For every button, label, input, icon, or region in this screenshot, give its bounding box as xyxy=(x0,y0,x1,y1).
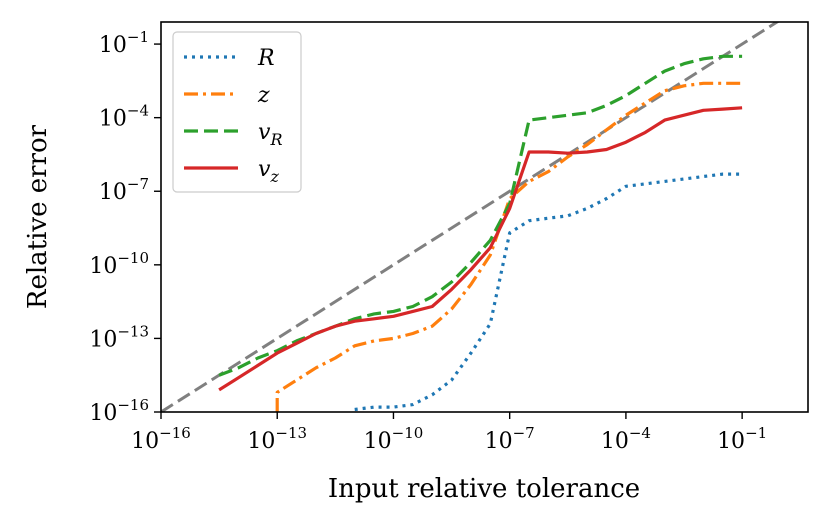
x-tick-label-base: 10 xyxy=(485,429,513,454)
legend: Rz vR vz xyxy=(172,31,302,193)
y-tick-label-exponent: −7 xyxy=(127,175,149,193)
x-tick-label: 10−13 xyxy=(247,424,307,454)
legend-label-v-z: vz xyxy=(258,157,279,186)
x-tick-label-exponent: −13 xyxy=(275,424,307,442)
y-tick-label: 10−7 xyxy=(99,175,149,205)
x-tick-label-exponent: −1 xyxy=(745,424,767,442)
y-tick-label: 10−16 xyxy=(89,396,149,426)
x-tick-label-base: 10 xyxy=(247,429,275,454)
y-tick-label-exponent: −10 xyxy=(117,249,149,267)
y-tick-label: 10−4 xyxy=(99,102,149,132)
y-tick-label-base: 10 xyxy=(99,107,127,132)
legend-label-z: z xyxy=(257,83,270,108)
legend-box xyxy=(172,31,302,193)
series-line-v-r xyxy=(218,54,743,377)
y-tick-label-exponent: −16 xyxy=(117,396,149,414)
y-tick-label-base: 10 xyxy=(99,180,127,205)
x-tick-label-exponent: −4 xyxy=(629,424,651,442)
x-tick-label-base: 10 xyxy=(717,429,745,454)
y-tick-label-exponent: −4 xyxy=(127,102,149,120)
series-line-r xyxy=(354,172,743,412)
x-axis-title: Input relative tolerance xyxy=(328,474,640,504)
y-tick-label-base: 10 xyxy=(99,33,127,58)
y-tick-label: 10−10 xyxy=(89,249,149,279)
x-tick-label-base: 10 xyxy=(601,429,629,454)
plot-frame xyxy=(160,21,809,413)
y-tick-label-base: 10 xyxy=(89,401,117,426)
series-line-v-z xyxy=(218,106,743,392)
x-tick-label-exponent: −16 xyxy=(159,424,191,442)
y-tick-label-exponent: −13 xyxy=(117,322,149,340)
y-tick-label-base: 10 xyxy=(89,254,117,279)
y-tick-label: 10−13 xyxy=(89,322,149,352)
y-tick-label-base: 10 xyxy=(89,327,117,352)
series-layer xyxy=(161,22,780,412)
y-axis-title: Relative error xyxy=(23,124,53,309)
x-tick-label: 10−10 xyxy=(364,424,424,454)
y-tick-label: 10−1 xyxy=(99,28,149,58)
reference-line-y-equals-x xyxy=(161,22,780,412)
x-tick-label-exponent: −10 xyxy=(392,424,424,442)
x-tick-label-base: 10 xyxy=(364,429,392,454)
x-axis: 10−16 10−13 10−10 10−7 10−4 10−1 xyxy=(131,412,767,454)
x-tick-label: 10−7 xyxy=(485,424,535,454)
legend-label-v-r: vR xyxy=(258,120,282,149)
legend-label-r: R xyxy=(257,46,275,71)
x-tick-label: 10−1 xyxy=(717,424,767,454)
series-line-z xyxy=(275,81,743,412)
x-tick-label: 10−4 xyxy=(601,424,651,454)
x-tick-label: 10−16 xyxy=(131,424,191,454)
x-tick-label-base: 10 xyxy=(131,429,159,454)
y-tick-label-exponent: −1 xyxy=(127,28,149,46)
x-tick-label-exponent: −7 xyxy=(513,424,535,442)
